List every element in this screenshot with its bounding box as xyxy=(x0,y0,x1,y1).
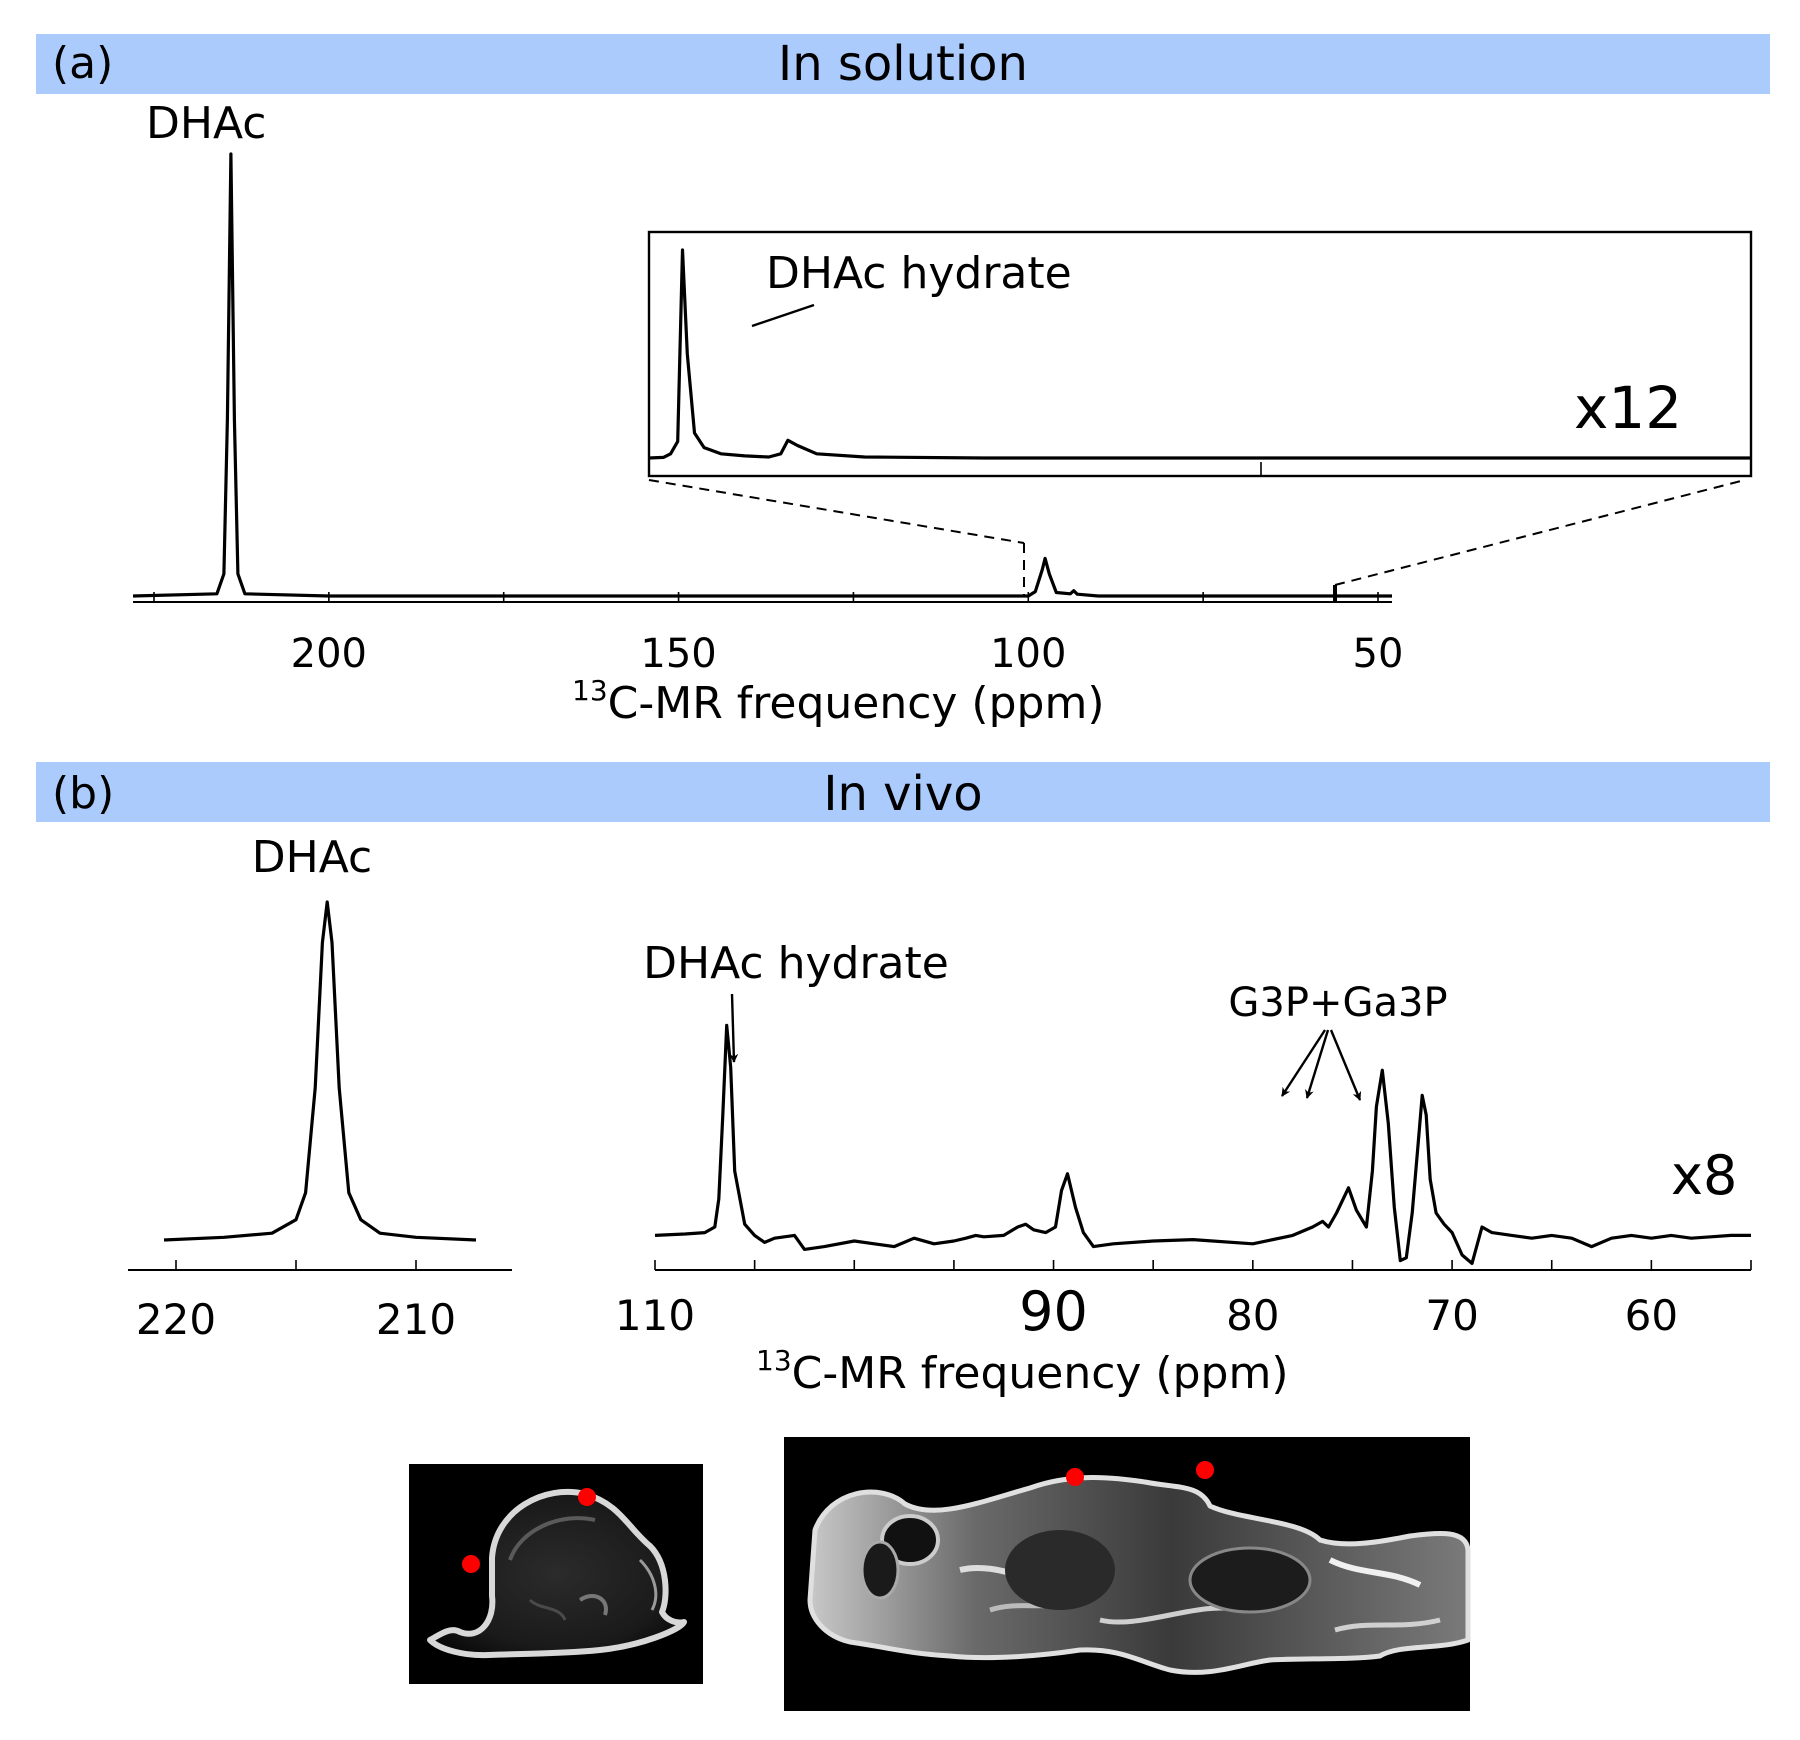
panel-b-title: In vivo xyxy=(823,766,982,822)
panel-a-tick-label: 150 xyxy=(640,631,716,677)
panel-a-inset-label: DHAc hydrate xyxy=(766,248,1072,299)
panel-a-axis-ticks: 200 150 100 50 xyxy=(153,592,1404,677)
panel-b-right-spectrum xyxy=(654,1023,1751,1265)
panel-b-header-band xyxy=(36,762,1770,822)
panel-b-left-spectrum xyxy=(163,900,477,1242)
panel-b-hydrate-label: DHAc hydrate xyxy=(643,938,949,989)
metabolite-arrow-right xyxy=(1329,1029,1362,1101)
panel-b-right-tick-label: 70 xyxy=(1425,1291,1478,1340)
panel-b-hydrate-arrow xyxy=(729,993,739,1063)
panel-b-label: (b) xyxy=(52,768,114,819)
panel-b-right-tick-label: 110 xyxy=(615,1291,695,1340)
panel-b-xlabel-sup: 13 xyxy=(756,1344,792,1377)
panel-a-header-band xyxy=(36,34,1770,94)
panel-a-zoom-guides xyxy=(648,479,1742,596)
axial-red-marker-1 xyxy=(578,1488,596,1506)
coronal-red-marker-2 xyxy=(1196,1461,1214,1479)
coronal-red-marker-1 xyxy=(1066,1468,1084,1486)
panel-a-tick-label: 50 xyxy=(1353,631,1404,677)
panel-a-xlabel-main: C-MR frequency (ppm) xyxy=(608,678,1105,729)
coronal-body-outline xyxy=(807,1475,1471,1675)
panel-a-label: (a) xyxy=(52,38,113,89)
panel-b-peak-label: DHAc xyxy=(252,832,372,883)
panel-a-xlabel: 13C-MR frequency (ppm) xyxy=(572,674,1105,729)
panel-a-inset-spectrum xyxy=(648,248,1751,460)
panel-a-title: In solution xyxy=(778,36,1028,92)
panel-a-inset-box xyxy=(647,230,1753,478)
metabolite-arrow-center xyxy=(1305,1029,1330,1099)
panel-b-left-tick-label: 220 xyxy=(136,1295,216,1344)
panel-b-metabolite-arrows xyxy=(1280,1029,1362,1101)
panel-a: (a) In solution DHAc 200 150 100 50 13C-MR … xyxy=(36,34,1770,729)
panel-b-xlabel-main: C-MR frequency (ppm) xyxy=(792,1348,1289,1399)
axial-red-marker-2 xyxy=(462,1555,480,1573)
panel-b-left-axis-ticks: 220 210 xyxy=(136,1260,456,1344)
panel-b-right-tick-label: 60 xyxy=(1625,1291,1678,1340)
panel-b-right-tick-label: 80 xyxy=(1226,1291,1279,1340)
metabolite-arrow-left xyxy=(1280,1029,1327,1097)
axial-body-outline xyxy=(427,1488,687,1659)
panel-b-right-axis-ticks: 110 90 80 70 60 xyxy=(615,1260,1752,1343)
panel-b: (b) In vivo DHAc 220 210 DHAc hydrate G3P… xyxy=(36,762,1770,1399)
panel-a-inset-leader-line xyxy=(751,303,815,328)
panel-b-left-tick-label: 210 xyxy=(376,1295,456,1344)
panel-b-xlabel: 13C-MR frequency (ppm) xyxy=(756,1344,1289,1399)
panel-b-metabolite-label: G3P+Ga3P xyxy=(1228,980,1447,1026)
panel-a-tick-label: 200 xyxy=(291,631,367,677)
panel-a-peak-label: DHAc xyxy=(146,98,266,149)
panel-a-xlabel-sup: 13 xyxy=(572,674,608,707)
panel-a-tick-label: 100 xyxy=(990,631,1066,677)
coronal-mri-image xyxy=(784,1437,1471,1711)
panel-b-scale: x8 xyxy=(1671,1144,1737,1207)
axial-mri-image xyxy=(409,1464,703,1684)
panel-b-right-tick-label: 90 xyxy=(1019,1280,1088,1343)
panel-a-inset-scale: x12 xyxy=(1574,374,1682,442)
